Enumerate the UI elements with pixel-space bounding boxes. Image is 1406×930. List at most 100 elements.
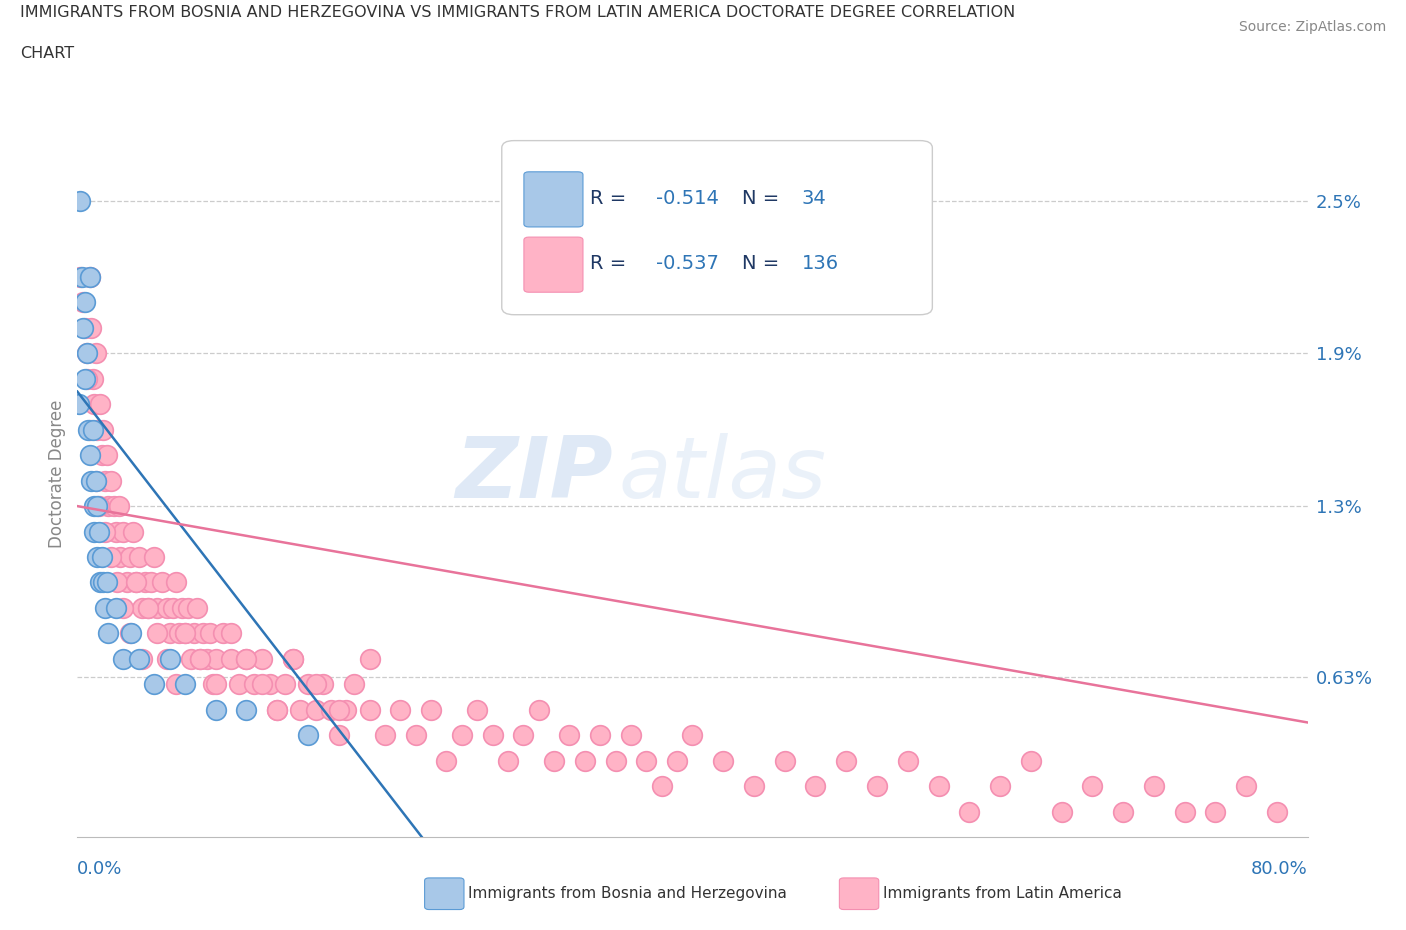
Point: [112, 601, 135, 616]
Point: [125, 575, 148, 590]
Text: Source: ZipAtlas.com: Source: ZipAtlas.com: [1239, 20, 1386, 34]
Point: [243, 677, 266, 692]
Point: [162, 601, 184, 616]
Point: [112, 651, 135, 666]
Point: [1019, 753, 1042, 768]
Point: [543, 753, 565, 768]
Point: [186, 601, 208, 616]
Point: [93, 422, 115, 437]
Point: [359, 702, 381, 717]
Point: [1081, 778, 1104, 793]
Point: [193, 626, 215, 641]
Point: [146, 601, 169, 616]
Point: [79, 422, 101, 437]
Point: [682, 728, 704, 743]
Text: ZIP: ZIP: [456, 432, 613, 516]
Text: 34: 34: [801, 189, 827, 208]
Text: R =: R =: [591, 255, 633, 273]
Point: [897, 753, 920, 768]
Point: [988, 778, 1011, 793]
Point: [69, 270, 91, 285]
Point: [128, 651, 150, 666]
Point: [250, 651, 273, 666]
Point: [82, 371, 104, 386]
Text: Immigrants from Bosnia and Herzegovina: Immigrants from Bosnia and Herzegovina: [468, 886, 787, 901]
Point: [94, 525, 117, 539]
Point: [204, 651, 226, 666]
Point: [957, 804, 980, 819]
Point: [136, 601, 159, 616]
Point: [77, 422, 100, 437]
Point: [110, 550, 132, 565]
Text: IMMIGRANTS FROM BOSNIA AND HERZEGOVINA VS IMMIGRANTS FROM LATIN AMERICA DOCTORAT: IMMIGRANTS FROM BOSNIA AND HERZEGOVINA V…: [20, 5, 1015, 20]
Point: [420, 702, 443, 717]
Point: [86, 550, 108, 565]
Point: [100, 550, 122, 565]
Point: [84, 473, 107, 488]
Point: [297, 677, 319, 692]
Point: [76, 346, 98, 361]
Point: [70, 270, 93, 285]
Point: [328, 702, 350, 717]
Point: [436, 753, 458, 768]
Point: [212, 626, 235, 641]
Point: [115, 575, 138, 590]
Point: [201, 677, 224, 692]
Point: [90, 550, 114, 565]
Point: [121, 525, 143, 539]
Point: [558, 728, 581, 743]
Point: [73, 371, 96, 386]
Point: [105, 575, 128, 590]
Text: R =: R =: [591, 189, 633, 208]
Point: [481, 728, 503, 743]
Point: [180, 651, 202, 666]
Point: [496, 753, 519, 768]
Text: Immigrants from Latin America: Immigrants from Latin America: [883, 886, 1122, 901]
Point: [72, 321, 94, 336]
Point: [83, 498, 105, 513]
Text: 0.0%: 0.0%: [77, 860, 122, 878]
Point: [266, 702, 288, 717]
Point: [235, 651, 257, 666]
Point: [174, 626, 197, 641]
Point: [104, 601, 127, 616]
Point: [343, 677, 366, 692]
Point: [93, 575, 115, 590]
Point: [651, 778, 673, 793]
Point: [118, 550, 141, 565]
Text: -0.537: -0.537: [655, 255, 718, 273]
Point: [195, 651, 218, 666]
Point: [79, 447, 101, 462]
Point: [125, 575, 148, 590]
Point: [374, 728, 396, 743]
Point: [266, 702, 288, 717]
Point: [134, 575, 156, 590]
Point: [143, 677, 166, 692]
Text: 136: 136: [801, 255, 839, 273]
FancyBboxPatch shape: [524, 237, 583, 292]
Point: [188, 651, 212, 666]
Point: [711, 753, 734, 768]
Point: [90, 447, 114, 462]
Point: [120, 626, 142, 641]
Point: [108, 498, 131, 513]
Text: 80.0%: 80.0%: [1251, 860, 1308, 878]
Point: [527, 702, 550, 717]
Point: [96, 575, 118, 590]
Point: [83, 525, 105, 539]
Point: [204, 702, 226, 717]
Point: [159, 626, 181, 641]
Point: [297, 728, 319, 743]
Point: [359, 651, 381, 666]
Point: [274, 677, 297, 692]
Point: [86, 422, 108, 437]
Point: [73, 295, 96, 310]
Point: [1234, 778, 1257, 793]
Point: [82, 422, 104, 437]
Point: [228, 677, 250, 692]
FancyBboxPatch shape: [524, 172, 583, 227]
Point: [76, 371, 98, 386]
Point: [219, 626, 242, 641]
Point: [87, 498, 110, 513]
Point: [305, 677, 328, 692]
